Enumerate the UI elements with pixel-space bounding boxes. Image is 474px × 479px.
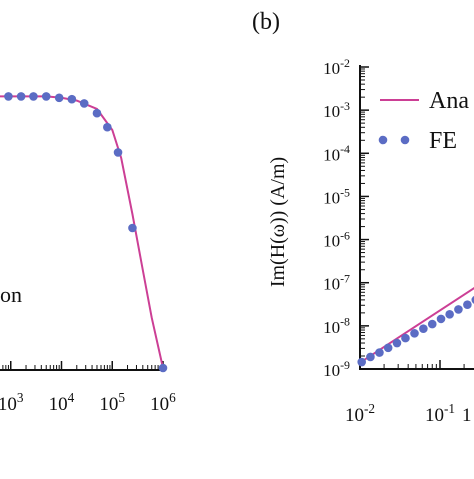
panel-b-y-tick-label: 10-5: [323, 185, 350, 207]
panel-a-data-point: [4, 92, 13, 101]
panel-b-data-point: [375, 348, 384, 357]
panel-b-data-point: [419, 324, 428, 333]
legend-marker-swatch: [400, 135, 410, 145]
panel-a-x-tick-label: 106: [150, 390, 176, 415]
panel-b-data-point: [427, 319, 437, 329]
panel-b-data-point: [445, 310, 454, 319]
legend-label: Ana: [429, 88, 469, 114]
panel-b-y-tick-label: 10-9: [323, 358, 350, 380]
panel-a-data-point: [16, 92, 26, 101]
legend-marker-swatch: [378, 135, 388, 145]
panel-a-series-line: [0, 95, 164, 369]
panel-a-legend-fragment: on: [0, 282, 22, 307]
panel-b-x-tick-label-partial: 1: [462, 405, 472, 426]
panel-a-data-point: [113, 148, 123, 157]
panel-a-data-point: [54, 93, 64, 103]
panel-b-data-point: [392, 338, 402, 348]
panel-b-data-point: [454, 305, 463, 314]
panel-a-data-point: [79, 99, 89, 108]
panel-b-y-axis-label: Im(H(ω)) (A/m): [267, 157, 289, 287]
panel-b-y-tick-label: 10-2: [323, 56, 350, 78]
panel-a: 103 104 105 106 on: [0, 92, 176, 415]
panel-b-y-tick-label: 10-8: [323, 315, 350, 337]
panel-a-data-point: [67, 94, 77, 104]
panel-b-data-point: [357, 357, 366, 367]
panel-a-data-point: [128, 223, 137, 233]
panel-b-label: (b): [252, 9, 280, 35]
panel-b-data-point: [463, 300, 472, 309]
panel-b-series-line: [359, 287, 474, 364]
panel-b-y-tick-label: 10-3: [323, 99, 350, 121]
panel-b-data-point: [410, 329, 419, 338]
panel-a-data-point: [29, 92, 38, 101]
panel-b-legend: Ana FE: [378, 88, 469, 154]
panel-b-x-tick-label: 10-2: [345, 401, 375, 426]
panel-b-x-tick-label: 10-1: [425, 401, 455, 426]
panel-b-data-point: [401, 333, 410, 343]
panel-a-data-point: [92, 108, 102, 118]
panel-b-data-point: [471, 295, 474, 304]
panel-b-data-point: [366, 352, 375, 362]
panel-a-data-point: [103, 122, 112, 132]
panel-b-data-point: [436, 314, 446, 324]
panel-b-data-point: [383, 343, 393, 353]
panel-b-y-tick-label: 10-4: [323, 142, 350, 164]
panel-a-data-point: [41, 92, 51, 101]
panel-a-x-tick-label: 104: [49, 390, 75, 415]
panel-b: 10-9 10-8 10-7 10-6 10-5 10-4 10-3 10-2 10-2 10-1…: [252, 9, 474, 426]
panel-a-x-tick-label: 105: [99, 390, 125, 415]
legend-label: FE: [429, 128, 457, 154]
panel-b-y-tick-label: 10-7: [323, 272, 350, 294]
panel-a-data-point: [158, 363, 168, 373]
panel-b-y-tick-label: 10-6: [323, 228, 350, 250]
panel-a-x-tick-label: 103: [0, 390, 24, 415]
